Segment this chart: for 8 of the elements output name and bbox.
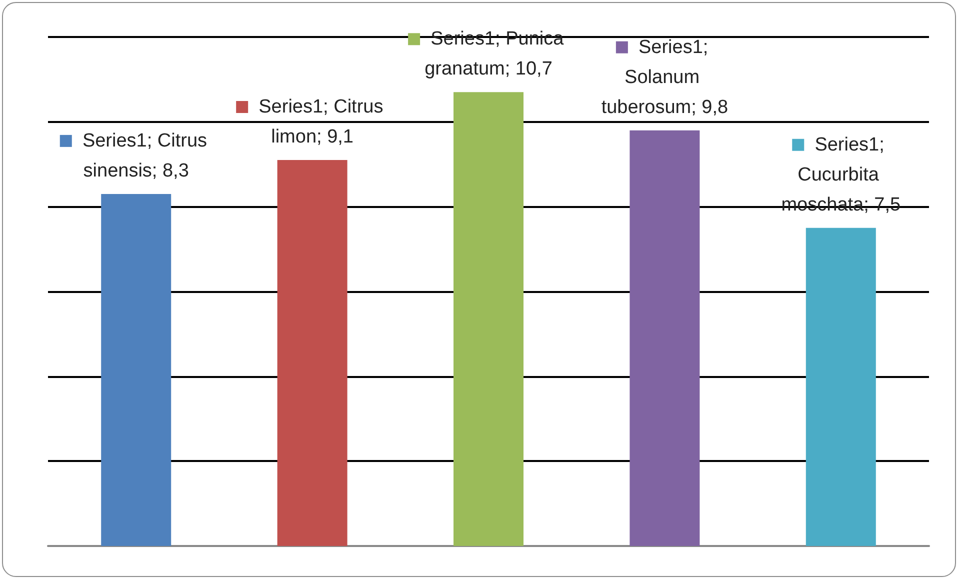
bar — [630, 130, 700, 546]
bar — [101, 194, 172, 546]
bar — [277, 160, 348, 546]
bar — [806, 228, 876, 546]
data-label: Series1; Citrus sinensis; 8,3 — [72, 130, 212, 182]
data-label: Series1; Citrus limon; 9,1 — [248, 96, 389, 148]
data-label: Series1; Solanum tuberosum; 9,8 — [601, 36, 728, 118]
bar — [454, 92, 524, 546]
